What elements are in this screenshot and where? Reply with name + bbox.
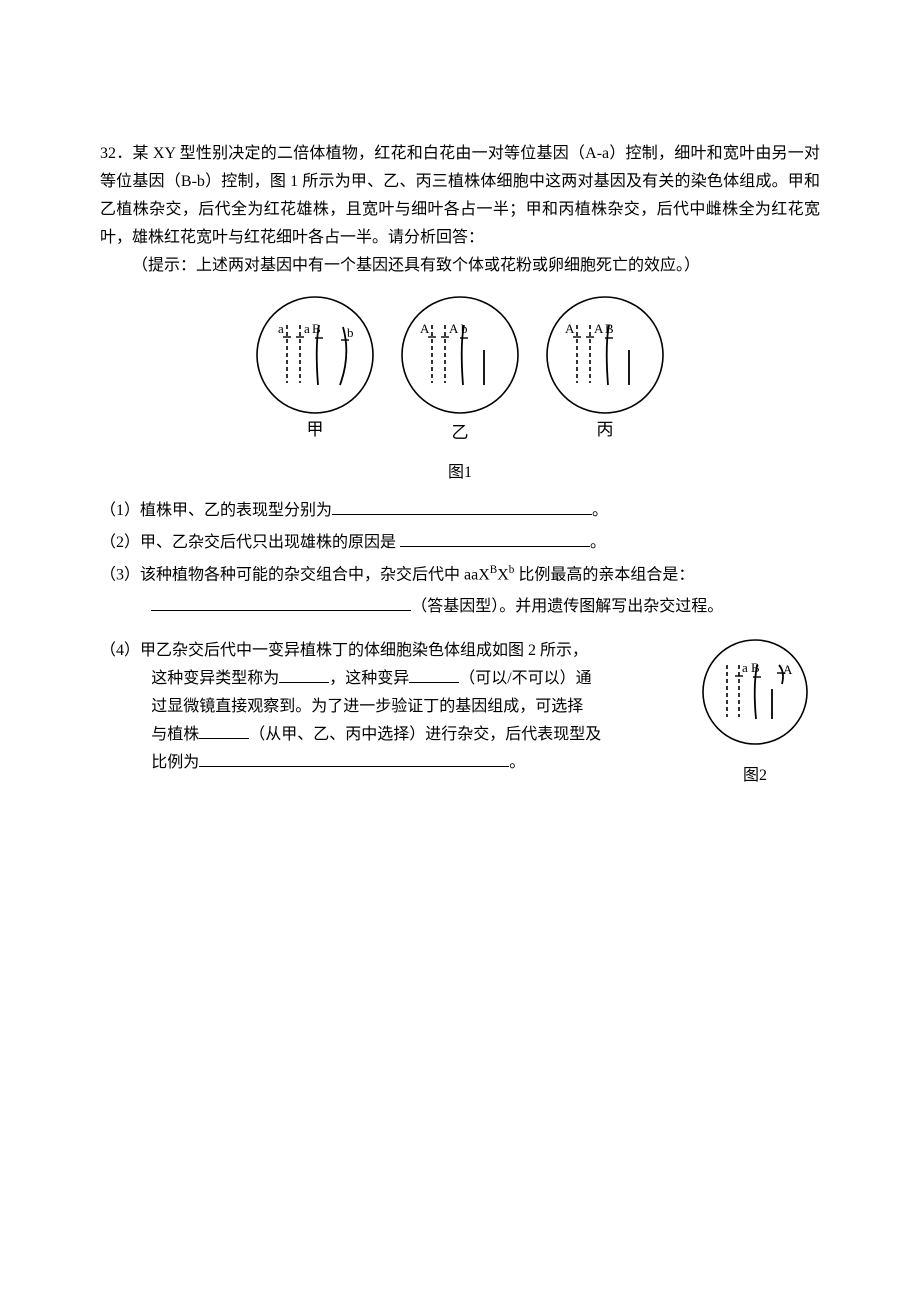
cell-label-bing: 丙 [597,420,614,439]
q4-l5a: 比例为 [151,754,199,771]
cell-yi-A2: A [449,321,459,336]
fig2-a: a [742,660,748,675]
q1-suffix: 。 [592,502,608,519]
q4-blank3 [199,723,249,739]
question-3: （3）该种植物各种可能的杂交组合中，杂交后代中 aaXBXb 比例最高的亲本组合… [100,561,820,589]
q4-l5b: 。 [509,754,525,771]
figure2-wrap: a B A 图2 [690,637,820,790]
q4-l4b: （从甲、乙、丙中选择）进行杂交，后代表现型及 [249,726,601,743]
q3-line2-suffix: （答基因型）。并用遗传图解写出杂交过程。 [411,598,723,615]
q4-blank1 [279,667,329,683]
question-4-wrap: （4）甲乙杂交后代中一变异植株丁的体细胞染色体组成如图 2 所示， 这种变异类型… [100,637,820,790]
question-number: 32． [100,145,132,162]
cell-yi-b: b [461,321,468,336]
q4-l2c: （可以/不可以）通 [459,670,591,687]
q3-mid: X [497,566,509,583]
q2-suffix: 。 [590,534,606,551]
stem-p1: 某 XY 型性别决定的二倍体植物，红花和白花由一对等位基因（A-a）控制，细叶和… [100,145,820,246]
cell-yi-A1: A [420,321,430,336]
cell-bing-A2: A [594,321,604,336]
q2-blank [400,531,590,547]
q4-line1: （4）甲乙杂交后代中一变异植株丁的体细胞染色体组成如图 2 所示， [100,637,670,665]
question-1: （1）植株甲、乙的表现型分别为 。 [100,497,820,525]
q4-l2b: ，这种变异 [329,670,409,687]
cell-label-yi: 乙 [452,423,469,442]
q4-line3: 过显微镜直接观察到。为了进一步验证丁的基因组成，可选择 [100,693,670,721]
cell-bing-A1: A [565,321,575,336]
q4-line5: 比例为 。 [100,749,670,777]
q1-blank [332,499,592,515]
question-hint: （提示：上述两对基因中有一个基因还具有致个体或花粉或卵细胞死亡的效应。） [100,252,820,280]
q3-line1a: （3）该种植物各种可能的杂交组合中，杂交后代中 aaX [100,566,490,583]
q1-prefix: （1）植株甲、乙的表现型分别为 [100,502,332,519]
cell-jia-a2: a [304,321,310,336]
q3-blank [151,595,411,611]
question-stem: 32．某 XY 型性别决定的二倍体植物，红花和白花由一对等位基因（A-a）控制，… [100,140,820,252]
q4-l2a: 这种变异类型称为 [151,670,279,687]
cell-jia-a1: a [278,321,284,336]
q4-line2: 这种变异类型称为 ，这种变异 （可以/不可以）通 [100,665,670,693]
figure1-caption: 图1 [100,459,820,487]
figure1-svg: a a B b A A b [245,290,675,445]
figure2-svg: a B A [695,637,815,752]
question-4-text: （4）甲乙杂交后代中一变异植株丁的体细胞染色体组成如图 2 所示， 这种变异类型… [100,637,670,777]
question-3-line2: （答基因型）。并用遗传图解写出杂交过程。 [100,593,820,621]
q4-blank4 [199,751,509,767]
q4-l4a: 与植株 [151,726,199,743]
cell-label-jia: 甲 [307,420,324,439]
cell-bing-B: B [605,321,614,336]
q3-line1b: 比例最高的亲本组合是： [514,566,694,583]
q4-line4: 与植株 （从甲、乙、丙中选择）进行杂交，后代表现型及 [100,721,670,749]
cell-jia-B: B [312,321,321,336]
q2-prefix: （2）甲、乙杂交后代只出现雄株的原因是 [100,534,400,551]
fig2-B: B [751,660,760,675]
question-2: （2）甲、乙杂交后代只出现雄株的原因是 。 [100,529,820,557]
fig2-A: A [783,662,793,677]
q4-blank2 [409,667,459,683]
figure2-caption: 图2 [690,762,820,790]
figure1-row: a a B b A A b [100,290,820,455]
cell-jia-b: b [347,325,354,340]
